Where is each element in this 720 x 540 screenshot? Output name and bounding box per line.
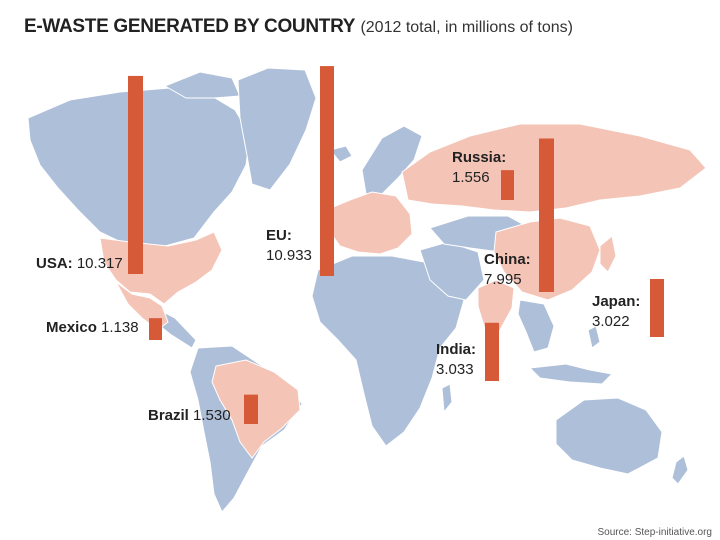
label-india: India: 3.033 (436, 341, 477, 378)
value-japan: 3.022 (592, 313, 630, 330)
bars (128, 66, 664, 424)
label-usa: USA: 10.317 (36, 255, 123, 272)
label-japan: Japan: 3.022 (592, 293, 641, 330)
bar-china (539, 138, 554, 292)
chart-subtitle: (2012 total, in millions of tons) (360, 19, 573, 36)
land-greenland (237, 67, 317, 191)
label-russia: Russia: 1.556 (452, 149, 507, 186)
land-philippines (587, 325, 601, 349)
value-mexico: 1.138 (101, 319, 139, 336)
land-new-zealand (671, 455, 689, 485)
bar-mexico (149, 318, 162, 340)
value-russia: 1.556 (452, 169, 490, 186)
value-eu: 10.933 (266, 247, 312, 264)
land-indonesia (528, 363, 614, 385)
value-usa: 10.317 (76, 255, 123, 272)
bar-japan (650, 278, 664, 337)
bar-eu (320, 66, 334, 277)
label-brazil: Brazil 1.530 (148, 407, 231, 424)
bar-usa (128, 75, 143, 274)
land-eu (325, 191, 413, 255)
bar-brazil (244, 394, 258, 424)
value-brazil: 1.530 (193, 407, 231, 424)
chart-title: E-WASTE GENERATED BY COUNTRY (24, 16, 356, 37)
value-china: 7.995 (484, 271, 522, 288)
source-note: Source: Step-initiative.org (597, 527, 712, 538)
land-iceland (329, 145, 353, 163)
value-india: 3.033 (436, 361, 474, 378)
label-eu: EU: 10.933 (266, 227, 312, 264)
label-china: China: 7.995 (484, 251, 531, 288)
land-australia (555, 397, 663, 475)
land-southeast-asia (517, 299, 555, 353)
label-mexico: Mexico 1.138 (46, 319, 139, 336)
land-mexico (115, 281, 169, 331)
land-madagascar (441, 383, 453, 414)
bar-russia (501, 170, 514, 200)
chart-title-block: E-WASTE GENERATED BY COUNTRY (2012 total… (24, 16, 573, 38)
land-japan (599, 235, 617, 273)
bar-india (485, 322, 499, 381)
